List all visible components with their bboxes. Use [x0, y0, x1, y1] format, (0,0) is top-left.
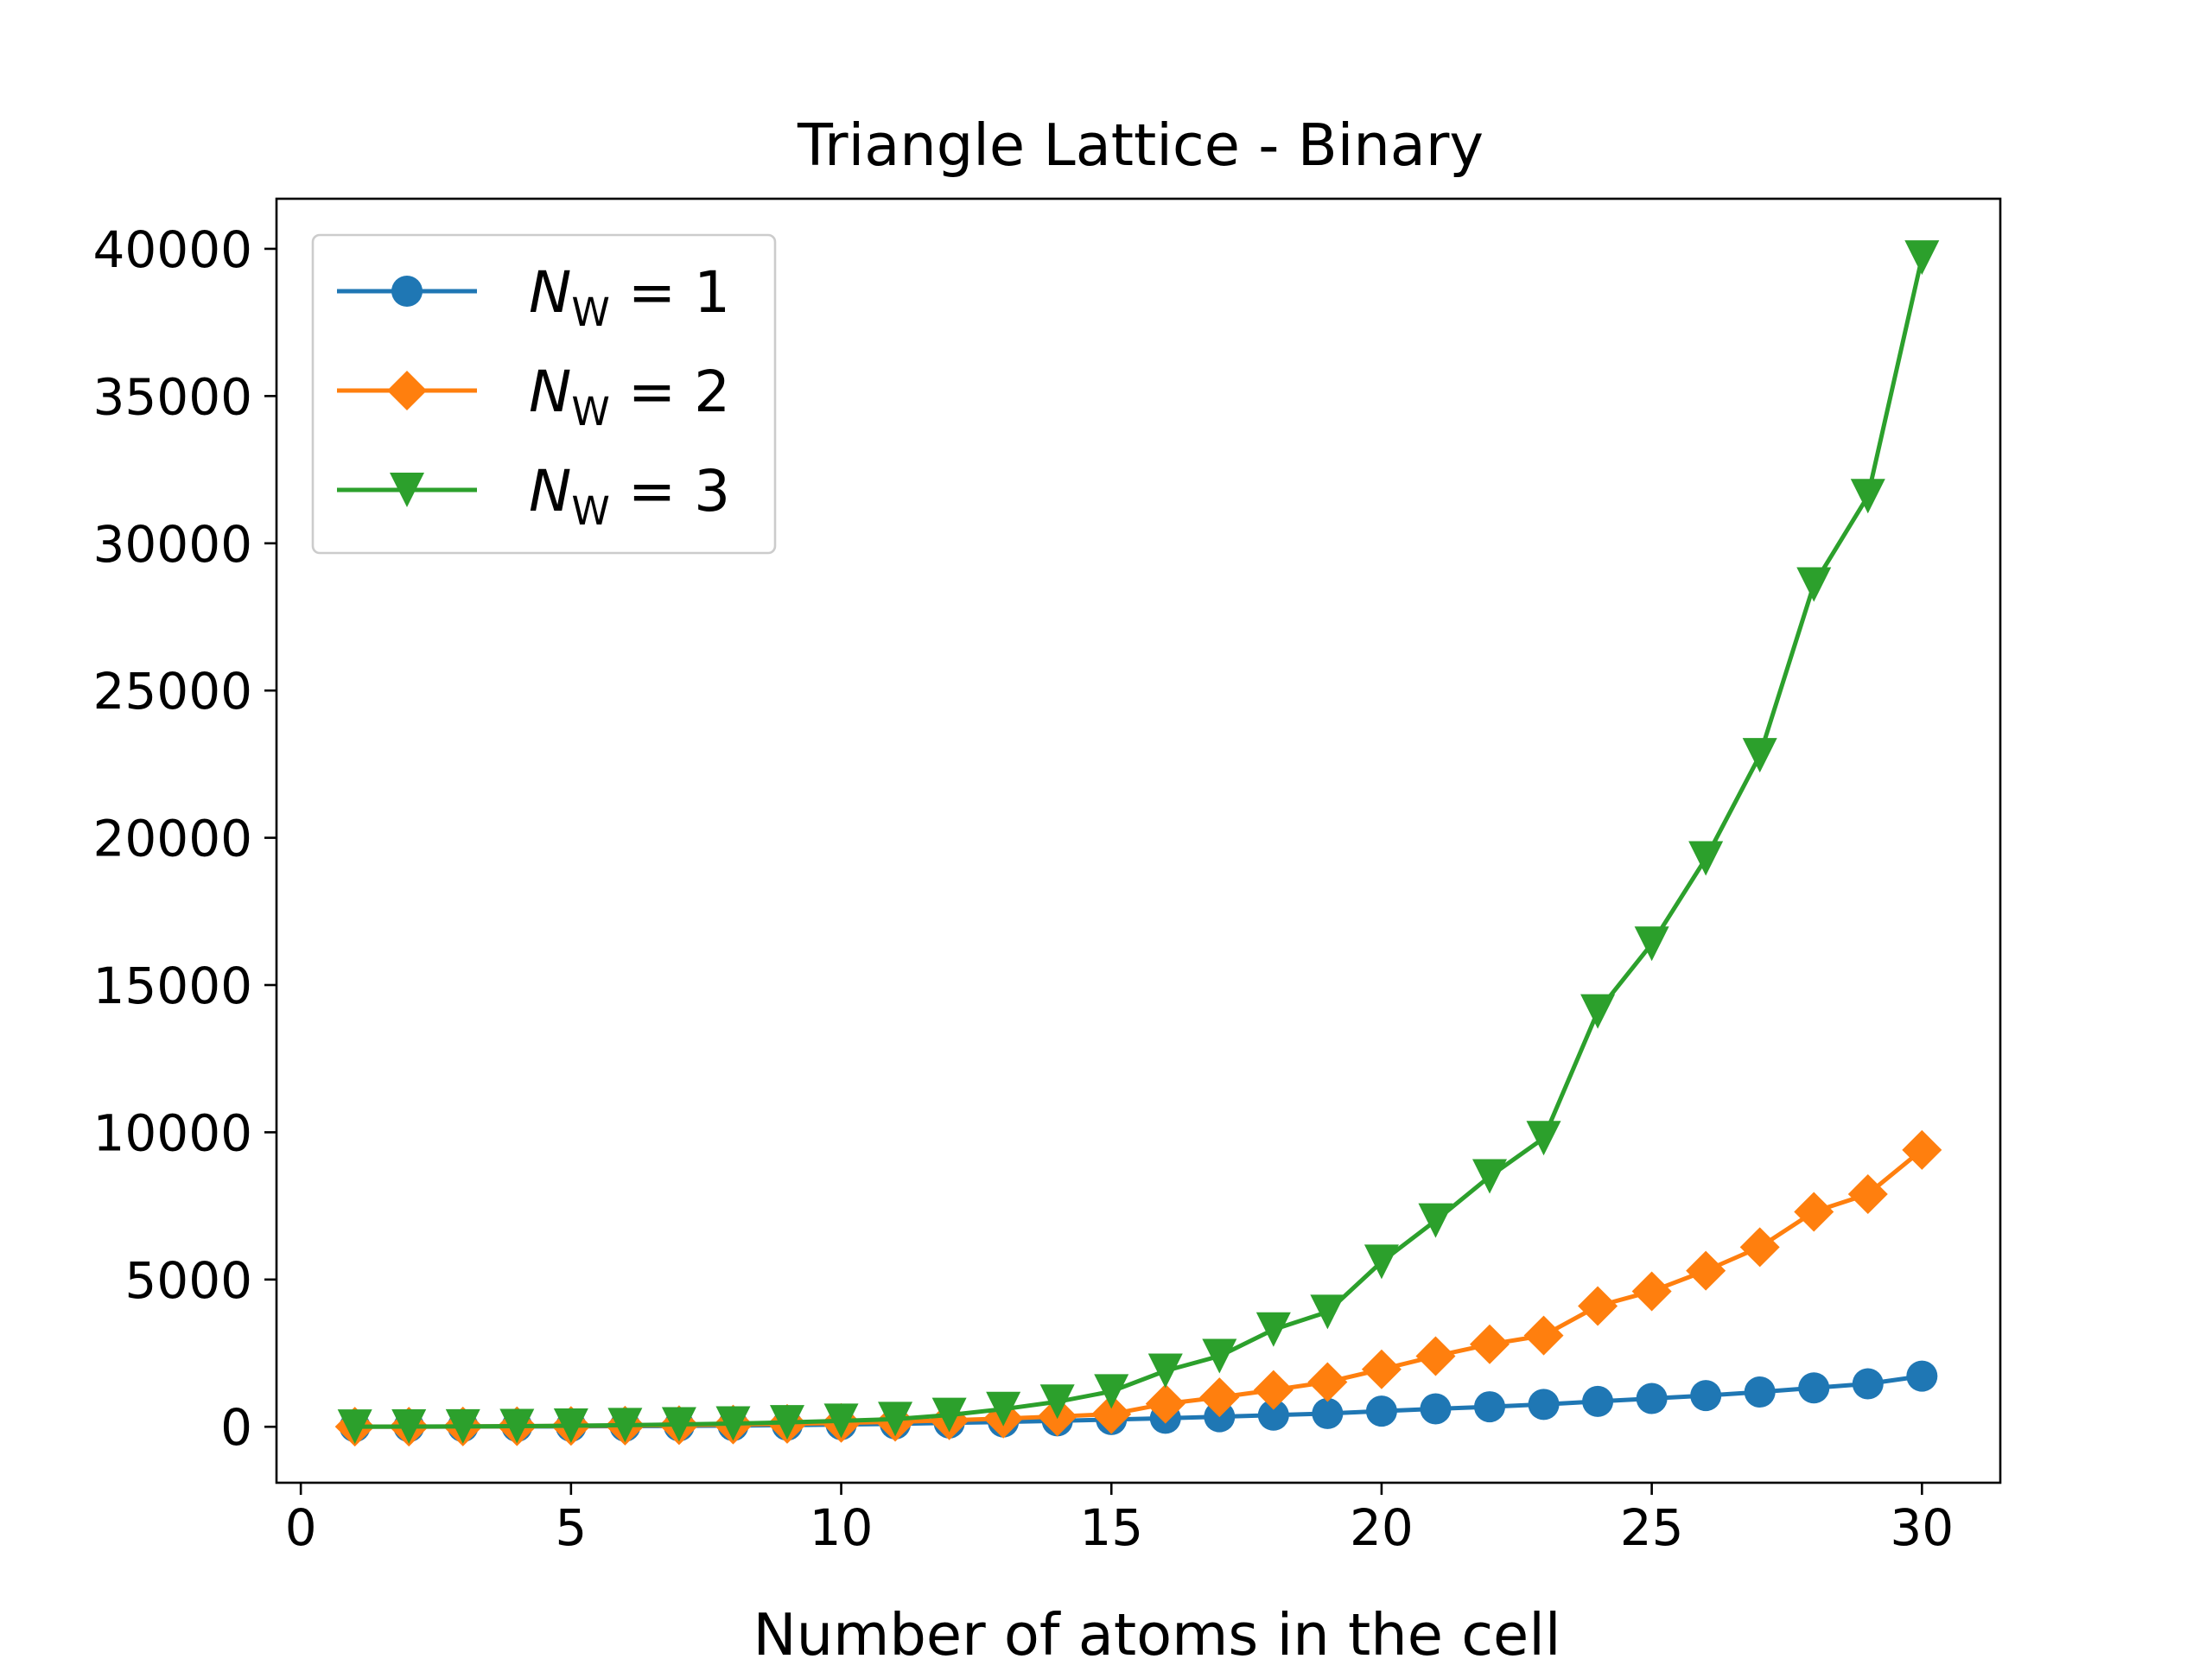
data-point	[1091, 1394, 1132, 1434]
data-point	[715, 1406, 751, 1441]
legend-item-3: NW = 3	[337, 458, 730, 534]
data-point	[1310, 1294, 1345, 1330]
data-point	[1257, 1399, 1289, 1431]
y-tick-label: 10000	[92, 1103, 252, 1162]
y-tick-label: 30000	[92, 515, 252, 574]
legend-marker	[387, 371, 427, 410]
data-point	[1744, 1376, 1776, 1408]
legend-label: NW = 3	[529, 458, 730, 534]
legend-item-1: NW = 1	[337, 259, 730, 335]
data-point	[1472, 1159, 1508, 1194]
data-point	[1418, 1203, 1453, 1238]
data-point	[1796, 567, 1832, 602]
y-axis: 0 5000 10000 15000 20000 25000 30000 35000 40000	[92, 220, 276, 1457]
legend-label: NW = 1	[529, 259, 730, 335]
series-line	[354, 1374, 1923, 1429]
data-point	[445, 1408, 480, 1444]
legend-label: NW = 2	[529, 359, 730, 435]
data-point	[1145, 1383, 1185, 1424]
data-point	[661, 1407, 696, 1442]
data-point	[1255, 1312, 1291, 1347]
data-point	[1526, 1121, 1561, 1156]
data-point	[1631, 1271, 1672, 1312]
data-point	[1365, 1395, 1397, 1427]
data-point	[1039, 1384, 1075, 1420]
y-tick-label: 5000	[124, 1251, 252, 1310]
x-tick-label: 20	[1350, 1498, 1414, 1557]
data-point	[1794, 1192, 1834, 1232]
data-point	[986, 1391, 1021, 1427]
data-point	[878, 1402, 913, 1437]
data-point	[1906, 1360, 1938, 1392]
legend-marker	[390, 473, 424, 507]
x-tick-label: 10	[810, 1498, 874, 1557]
data-point	[1307, 1362, 1348, 1402]
data-point	[1202, 1338, 1237, 1374]
chart-title: Triangle Lattice - Binary	[797, 111, 1484, 179]
x-tick-label: 15	[1079, 1498, 1143, 1557]
data-point	[1634, 926, 1669, 962]
data-point	[823, 1403, 859, 1439]
data-point	[1361, 1349, 1402, 1389]
data-point	[1253, 1370, 1294, 1410]
y-tick-label: 40000	[92, 220, 252, 279]
legend: NW = 1 NW = 2 NW = 3	[311, 233, 777, 555]
data-point	[1312, 1397, 1344, 1429]
y-tick-label: 35000	[92, 367, 252, 426]
plot-frame	[275, 197, 2002, 1484]
data-point	[1582, 1385, 1614, 1417]
data-point	[1847, 1173, 1888, 1214]
legend-marker	[391, 276, 423, 307]
data-point	[1742, 738, 1777, 773]
data-point	[1904, 240, 1940, 276]
data-point	[1688, 841, 1724, 876]
y-tick-label: 25000	[92, 662, 252, 721]
data-point	[1420, 1393, 1452, 1425]
data-point	[499, 1408, 535, 1444]
x-tick-label: 5	[555, 1498, 587, 1557]
data-point	[1690, 1380, 1722, 1412]
data-point	[1199, 1377, 1240, 1418]
data-point	[931, 1397, 967, 1433]
data-point	[607, 1408, 643, 1443]
data-point	[1852, 1368, 1884, 1400]
data-point	[1528, 1389, 1560, 1421]
data-point	[1094, 1374, 1129, 1409]
data-point	[1798, 1372, 1830, 1404]
data-point	[1739, 1227, 1780, 1268]
series-3	[337, 240, 1940, 1445]
x-tick-label: 0	[285, 1498, 317, 1557]
data-point	[337, 1409, 372, 1445]
data-point	[1415, 1336, 1456, 1376]
x-tick-label: 25	[1620, 1498, 1684, 1557]
data-point	[1147, 1353, 1183, 1389]
data-point	[1470, 1324, 1510, 1364]
y-tick-label: 20000	[92, 810, 252, 868]
data-point	[1363, 1244, 1399, 1280]
x-axis: 0 5 10 15 20 25 30	[285, 1483, 1954, 1557]
data-point	[553, 1408, 588, 1444]
x-tick-label: 30	[1890, 1498, 1954, 1557]
legend-box	[311, 233, 777, 555]
plot-area	[334, 240, 1942, 1447]
y-tick-label: 0	[220, 1398, 252, 1457]
data-point	[1902, 1129, 1942, 1170]
y-tick-label: 15000	[92, 957, 252, 1015]
data-point	[1580, 994, 1616, 1029]
legend-item-2: NW = 2	[337, 359, 730, 435]
data-point	[1474, 1391, 1506, 1423]
data-point	[391, 1409, 427, 1445]
data-point	[769, 1405, 804, 1440]
data-point	[1578, 1286, 1618, 1326]
data-point	[1686, 1250, 1726, 1291]
series-line	[354, 1147, 1923, 1429]
data-point	[1850, 479, 1885, 514]
data-point	[1636, 1382, 1668, 1414]
x-axis-label: Number of atoms in the cell	[753, 1601, 1560, 1659]
data-point	[1523, 1315, 1564, 1356]
